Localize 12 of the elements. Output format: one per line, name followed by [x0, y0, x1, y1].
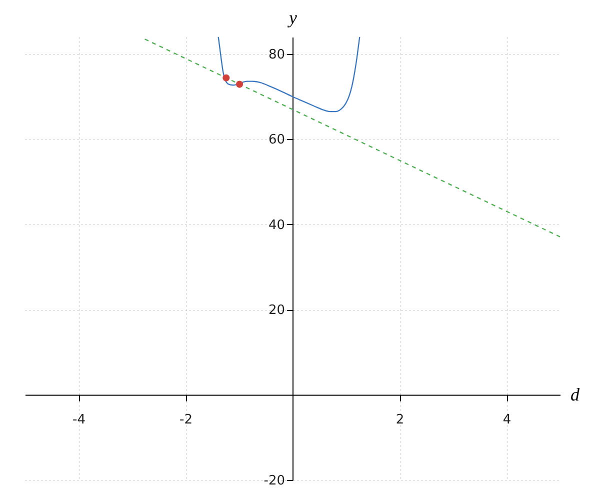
y-tick-label: -20 [264, 474, 285, 488]
line-series [218, 36, 360, 112]
x-tick-label: 2 [396, 412, 404, 428]
x-tick-label: -4 [72, 412, 86, 428]
y-tick-label: 40 [268, 218, 285, 233]
x-axis-title: d [570, 384, 580, 404]
y-tick-label: 20 [268, 303, 285, 318]
x-tick-label: -2 [180, 412, 192, 428]
y-tick-label: 60 [268, 132, 285, 148]
y-tick-label: 80 [268, 48, 285, 63]
y-axis-title: y [287, 8, 297, 28]
x-tick-label: 4 [502, 412, 512, 428]
